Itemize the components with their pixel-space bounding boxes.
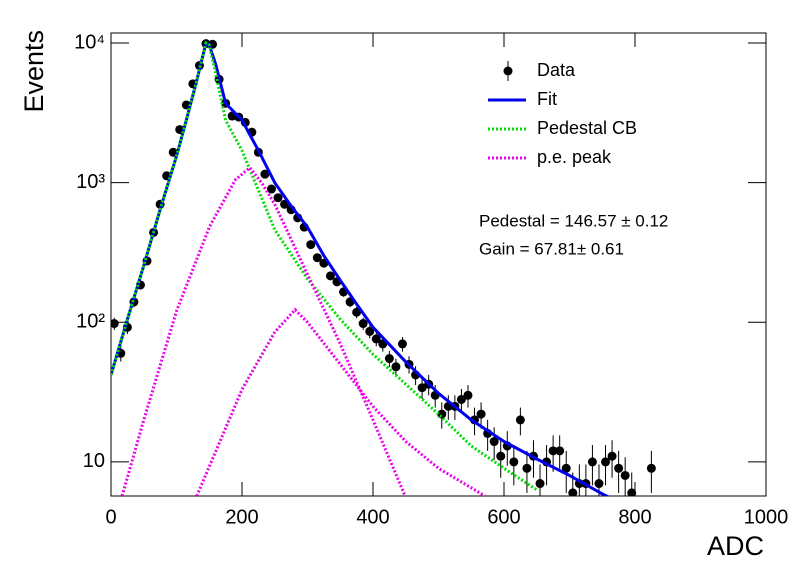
y-axis-label: Events (19, 30, 49, 113)
data-point (352, 307, 362, 317)
x-tick-label: 0 (105, 506, 116, 528)
y-tick-label: 10² (76, 311, 105, 333)
data-point (111, 319, 119, 329)
x-tick-label: 800 (618, 506, 651, 528)
data-point (496, 451, 506, 461)
x-axis-label: ADC (707, 531, 764, 561)
data-point (568, 488, 578, 496)
data-point (535, 479, 545, 489)
data-point (561, 463, 571, 473)
data-point (266, 184, 276, 194)
y-tick-label: 10⁴ (74, 31, 105, 53)
legend-label: Pedestal CB (537, 118, 637, 138)
legend-marker (503, 66, 513, 76)
data-point (476, 409, 486, 419)
curve (120, 165, 486, 496)
data-point (607, 451, 617, 461)
data-point (646, 463, 656, 473)
data-point (358, 319, 368, 329)
x-tick-label: 200 (225, 506, 258, 528)
data-point (614, 463, 624, 473)
x-tick-label: 400 (356, 506, 389, 528)
legend-label: Data (537, 60, 576, 80)
data-point (489, 437, 499, 447)
data-point (397, 339, 407, 349)
data-point (601, 457, 611, 467)
data-point (273, 193, 283, 203)
curve (111, 40, 610, 496)
data-point (371, 334, 381, 344)
data-point (384, 354, 394, 364)
y-tick-label: 10³ (76, 171, 105, 193)
data-point (509, 457, 519, 467)
data-point (306, 240, 316, 250)
x-tick-label: 1000 (744, 506, 789, 528)
data-point (437, 409, 447, 419)
data-point (522, 463, 532, 473)
legend-label: Fit (537, 89, 557, 109)
annotation: Pedestal = 146.57 ± 0.12 (479, 211, 668, 230)
y-tick-label: 10 (83, 450, 105, 472)
data-point (515, 415, 525, 425)
annotation: Gain = 67.81± 0.61 (479, 239, 624, 258)
data-point (627, 488, 637, 496)
data-point (555, 446, 565, 456)
data-point (365, 326, 375, 336)
data-point (587, 457, 597, 467)
data-point (548, 446, 558, 456)
data-point (620, 470, 630, 480)
data-point (325, 271, 335, 281)
legend-label: p.e. peak (537, 147, 612, 167)
data-point (463, 390, 473, 400)
data-point (312, 253, 322, 263)
data-point (260, 169, 270, 179)
data-point (456, 394, 466, 404)
plot-area (111, 39, 656, 496)
data-point (594, 479, 604, 489)
plot-frame (110, 32, 767, 497)
x-tick-label: 600 (487, 506, 520, 528)
data-point (391, 362, 401, 372)
